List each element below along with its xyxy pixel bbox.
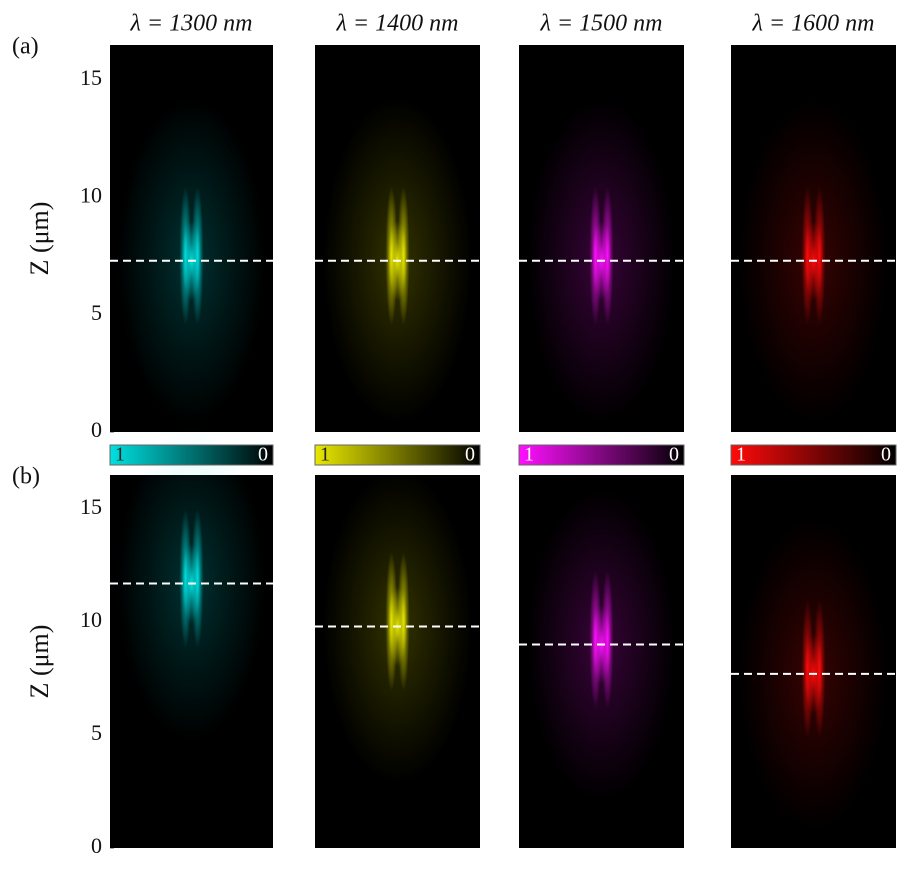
column-title: λ = 1600 nm bbox=[752, 11, 875, 37]
column-title: λ = 1300 nm bbox=[130, 11, 253, 37]
colorbar-min-label: 0 bbox=[669, 444, 679, 466]
y-axis-label: Z (μm) bbox=[25, 202, 54, 276]
colorbar bbox=[730, 444, 897, 466]
row-label: (a) bbox=[12, 34, 39, 60]
y-tick-label: 10 bbox=[80, 607, 102, 632]
y-tick-label: 0 bbox=[91, 417, 102, 442]
y-tick-label: 10 bbox=[80, 183, 102, 208]
y-tick-label: 5 bbox=[91, 720, 102, 745]
colorbar-max-label: 1 bbox=[115, 444, 125, 466]
colorbar bbox=[518, 444, 685, 466]
column-title: λ = 1400 nm bbox=[336, 11, 459, 37]
row-label: (b) bbox=[12, 464, 40, 490]
column-title: λ = 1500 nm bbox=[540, 11, 663, 37]
y-tick-label: 15 bbox=[80, 65, 102, 90]
y-axis-label: Z (μm) bbox=[25, 625, 54, 699]
colorbar-max-label: 1 bbox=[736, 444, 746, 466]
colorbar-max-label: 1 bbox=[320, 444, 330, 466]
colorbar-min-label: 0 bbox=[258, 444, 268, 466]
y-tick-label: 5 bbox=[91, 300, 102, 325]
colorbar-max-label: 1 bbox=[524, 444, 534, 466]
y-tick-label: 15 bbox=[80, 494, 102, 519]
colorbar bbox=[314, 444, 481, 466]
colorbar-min-label: 0 bbox=[465, 444, 475, 466]
colorbar-min-label: 0 bbox=[881, 444, 891, 466]
y-tick-label: 0 bbox=[91, 833, 102, 858]
colorbar bbox=[109, 444, 274, 466]
